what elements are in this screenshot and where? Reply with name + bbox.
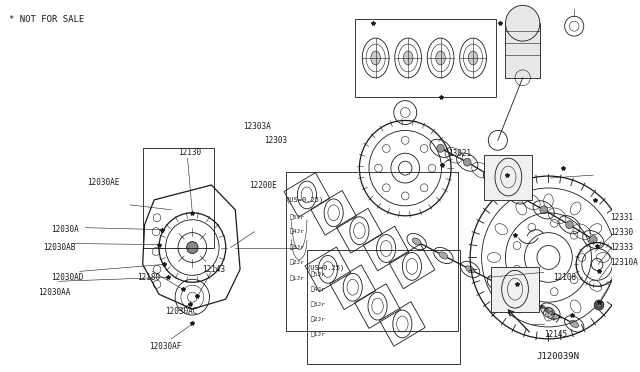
Circle shape bbox=[566, 221, 573, 229]
Text: 〜1Jr: 〜1Jr bbox=[310, 331, 326, 337]
Ellipse shape bbox=[439, 252, 448, 259]
Text: 12030AF: 12030AF bbox=[149, 342, 182, 351]
Text: 12333: 12333 bbox=[611, 243, 634, 252]
Ellipse shape bbox=[371, 51, 380, 65]
Text: 12130: 12130 bbox=[178, 148, 201, 157]
Circle shape bbox=[595, 300, 604, 310]
Text: 12108: 12108 bbox=[553, 273, 577, 282]
Circle shape bbox=[187, 241, 198, 253]
Text: 〜2Jr: 〜2Jr bbox=[310, 316, 326, 322]
Text: 12143: 12143 bbox=[202, 265, 225, 274]
Bar bbox=[286, 172, 458, 331]
Circle shape bbox=[463, 158, 471, 166]
Text: 〜5Jr: 〜5Jr bbox=[310, 272, 326, 277]
Text: 12180: 12180 bbox=[137, 273, 160, 282]
Text: FRONT: FRONT bbox=[536, 304, 562, 326]
Text: 12030AE: 12030AE bbox=[87, 177, 120, 186]
Ellipse shape bbox=[546, 308, 555, 315]
Text: 〜5Jr: 〜5Jr bbox=[290, 214, 305, 219]
Text: 〜4Jr: 〜4Jr bbox=[290, 229, 305, 234]
Text: 12030AA: 12030AA bbox=[38, 288, 70, 297]
Circle shape bbox=[436, 144, 444, 152]
Ellipse shape bbox=[519, 294, 528, 301]
Ellipse shape bbox=[493, 280, 501, 287]
Ellipse shape bbox=[468, 51, 478, 65]
Bar bbox=[506, 23, 540, 78]
Text: J120039N: J120039N bbox=[536, 352, 579, 361]
Bar bbox=[355, 19, 496, 97]
Ellipse shape bbox=[412, 238, 421, 245]
Text: 〜2Jr: 〜2Jr bbox=[290, 260, 305, 265]
Text: 12200E: 12200E bbox=[250, 180, 277, 189]
Bar bbox=[484, 155, 532, 200]
Text: 12030A: 12030A bbox=[51, 225, 79, 234]
Circle shape bbox=[540, 206, 547, 214]
Text: 〜3Jr: 〜3Jr bbox=[290, 245, 305, 250]
Text: 〜3Jr: 〜3Jr bbox=[310, 301, 326, 307]
Circle shape bbox=[490, 174, 498, 182]
Ellipse shape bbox=[403, 51, 413, 65]
Circle shape bbox=[506, 5, 540, 41]
Bar bbox=[307, 250, 460, 364]
Text: 12030AB: 12030AB bbox=[44, 243, 76, 252]
Ellipse shape bbox=[436, 51, 445, 65]
Bar bbox=[491, 267, 539, 312]
Circle shape bbox=[513, 191, 521, 199]
Ellipse shape bbox=[466, 266, 474, 273]
Text: (US=0.25): (US=0.25) bbox=[286, 197, 324, 203]
Text: 12331: 12331 bbox=[611, 213, 634, 222]
Bar bbox=[143, 148, 214, 247]
Text: * NOT FOR SALE: * NOT FOR SALE bbox=[9, 15, 84, 24]
Text: 12145: 12145 bbox=[543, 330, 567, 339]
Text: 12310A: 12310A bbox=[611, 258, 638, 267]
Text: (US=0.25): (US=0.25) bbox=[307, 264, 345, 271]
Text: 12303: 12303 bbox=[264, 136, 287, 145]
Text: 13021: 13021 bbox=[448, 149, 471, 158]
Text: 12330: 12330 bbox=[611, 228, 634, 237]
Text: 〜1Jr: 〜1Jr bbox=[290, 276, 305, 281]
Text: 12303A: 12303A bbox=[243, 122, 271, 131]
Text: 12030AD: 12030AD bbox=[51, 273, 83, 282]
Text: 〜4Jr: 〜4Jr bbox=[310, 286, 326, 292]
Circle shape bbox=[589, 235, 597, 244]
Ellipse shape bbox=[570, 320, 579, 327]
Text: 12030AC: 12030AC bbox=[166, 307, 198, 315]
